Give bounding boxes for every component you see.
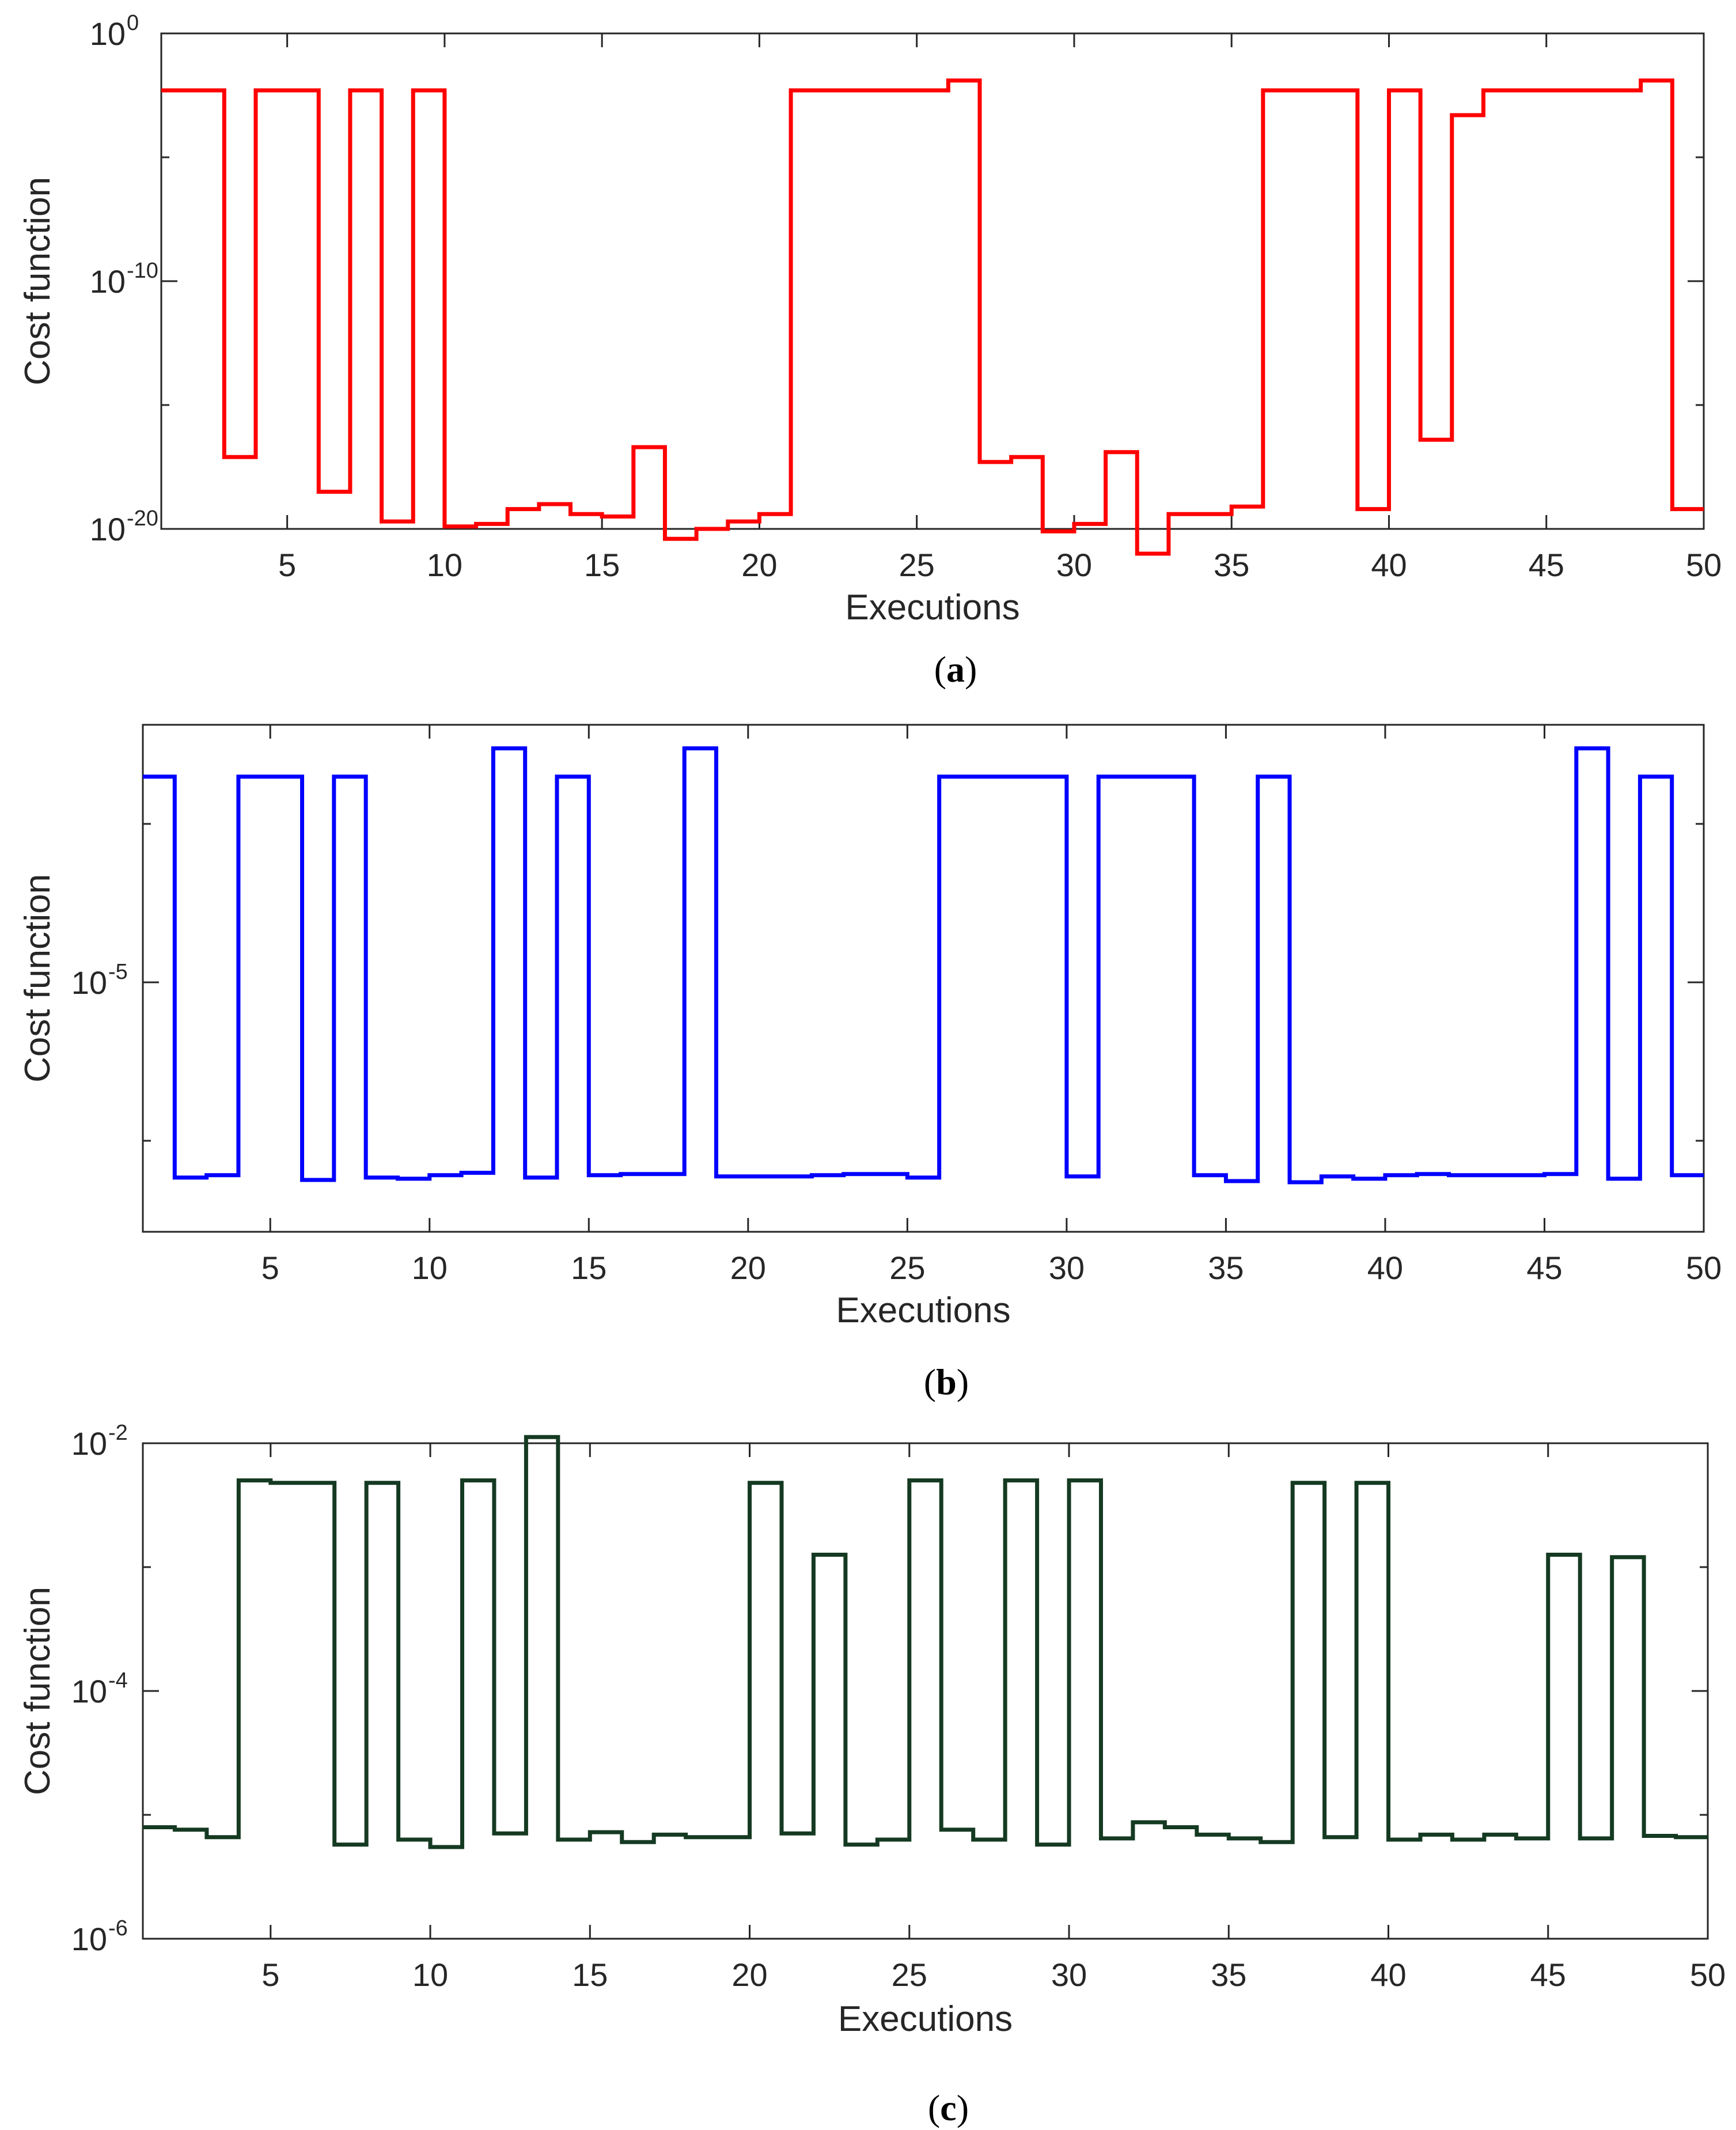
- y-tick-label: 10: [90, 16, 126, 52]
- x-tick-label: 15: [572, 1957, 608, 1993]
- plot-area: [160, 32, 1705, 530]
- y-tick-exponent: -4: [108, 1669, 128, 1693]
- x-tick-label: 50: [1686, 1250, 1722, 1286]
- x-tick-label: 20: [731, 1957, 767, 1993]
- x-tick-label: 15: [571, 1250, 607, 1286]
- plot-area: [142, 1442, 1709, 1940]
- panel-caption: (c): [928, 2087, 969, 2128]
- series-line-b: [143, 746, 1704, 1185]
- x-tick-label: 15: [584, 547, 620, 583]
- x-tick-label: 5: [261, 1250, 279, 1286]
- y-tick-label: 10: [90, 511, 126, 547]
- x-tick-label: 35: [1208, 1250, 1244, 1286]
- x-tick-label: 20: [730, 1250, 766, 1286]
- x-tick-label: 10: [412, 1250, 448, 1286]
- x-tick-label: 50: [1690, 1957, 1726, 1993]
- x-axis-label: Executions: [836, 1291, 1010, 1330]
- x-tick-label: 25: [892, 1957, 927, 1993]
- y-tick-label: 10: [71, 964, 107, 1001]
- panel-caption: (b): [924, 1361, 969, 1402]
- x-tick-label: 40: [1371, 547, 1407, 583]
- x-tick-label: 20: [741, 547, 777, 583]
- y-tick-exponent: -6: [108, 1916, 128, 1940]
- y-tick-exponent: -20: [127, 506, 158, 531]
- y-axis-label: Cost function: [18, 1587, 58, 1795]
- x-tick-label: 45: [1530, 1957, 1566, 1993]
- x-tick-label: 35: [1211, 1957, 1246, 1993]
- plot-area: [142, 724, 1705, 1233]
- x-tick-label: 5: [261, 1957, 279, 1993]
- y-axis-label: Cost function: [18, 177, 58, 385]
- series-line-a: [161, 78, 1704, 556]
- y-tick-exponent: -2: [108, 1421, 128, 1445]
- x-tick-label: 35: [1214, 547, 1249, 583]
- y-tick-exponent: 0: [127, 11, 139, 35]
- y-tick-exponent: -10: [127, 259, 158, 283]
- x-tick-label: 25: [889, 1250, 925, 1286]
- x-axis-label: Executions: [845, 588, 1019, 627]
- y-tick-label: 10: [71, 1921, 107, 1957]
- y-tick-exponent: -5: [108, 960, 128, 984]
- x-tick-label: 5: [278, 547, 296, 583]
- x-tick-label: 25: [899, 547, 935, 583]
- x-tick-label: 10: [427, 547, 463, 583]
- x-tick-label: 30: [1049, 1250, 1085, 1286]
- y-tick-label: 10: [71, 1673, 107, 1709]
- x-tick-label: 45: [1529, 547, 1564, 583]
- y-axis-label: Cost function: [18, 874, 58, 1083]
- x-tick-label: 10: [412, 1957, 448, 1993]
- y-tick-label: 10: [71, 1425, 107, 1462]
- x-tick-label: 40: [1367, 1250, 1403, 1286]
- x-tick-label: 30: [1051, 1957, 1087, 1993]
- panel-caption: (a): [934, 649, 977, 690]
- series-line-c: [143, 1435, 1708, 1849]
- x-tick-label: 40: [1370, 1957, 1406, 1993]
- x-tick-label: 50: [1686, 547, 1722, 583]
- x-axis-label: Executions: [838, 1999, 1013, 2039]
- y-tick-label: 10: [90, 263, 126, 300]
- x-tick-label: 45: [1526, 1250, 1562, 1286]
- x-tick-label: 30: [1056, 547, 1092, 583]
